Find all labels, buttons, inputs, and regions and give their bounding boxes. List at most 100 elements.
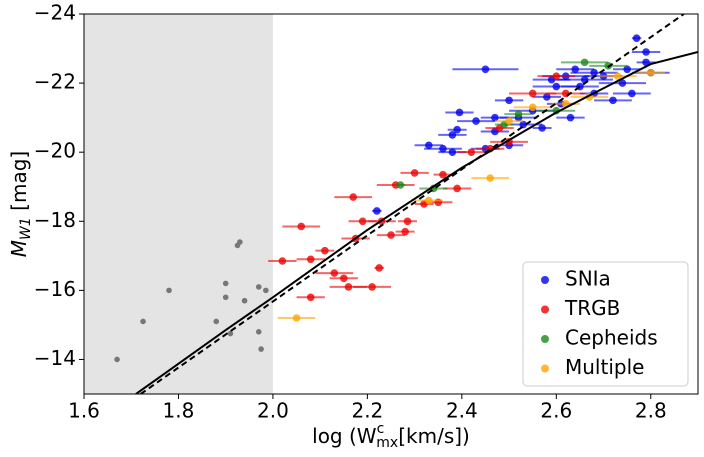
data-point xyxy=(590,68,598,77)
excluded-point xyxy=(222,294,229,301)
data-point xyxy=(344,283,353,291)
legend-marker xyxy=(541,305,549,314)
data-point xyxy=(628,89,636,98)
data-point xyxy=(455,108,464,117)
data-point xyxy=(538,124,546,132)
data-point xyxy=(632,34,641,42)
y-tick-label: −20 xyxy=(34,139,76,163)
y-axis-label-part: [mag] xyxy=(7,151,31,217)
data-point xyxy=(453,184,461,193)
data-point xyxy=(297,222,306,231)
fit-line xyxy=(135,51,698,394)
data-point xyxy=(528,89,537,98)
x-tick-label: 2.4 xyxy=(446,399,478,423)
excluded-point xyxy=(227,330,234,337)
data-point xyxy=(387,231,395,239)
data-point xyxy=(618,79,627,87)
data-point xyxy=(481,65,490,74)
data-point xyxy=(278,257,287,265)
y-tick-label: −14 xyxy=(34,346,76,370)
y-tick-label: −24 xyxy=(34,1,76,25)
x-tick-label: 2.8 xyxy=(635,399,667,423)
data-point xyxy=(453,125,461,134)
data-point xyxy=(491,113,499,122)
x-axis-label-part: log (W xyxy=(312,424,377,448)
data-point xyxy=(519,120,528,129)
excluded-point xyxy=(114,356,120,363)
x-axis-label-part: c xyxy=(377,421,385,437)
data-point xyxy=(403,217,412,226)
data-point xyxy=(424,141,433,150)
excluded-region xyxy=(84,14,273,394)
data-point xyxy=(552,82,561,91)
data-point xyxy=(528,103,537,112)
data-point xyxy=(467,148,476,156)
data-point xyxy=(306,255,315,264)
legend-marker xyxy=(541,276,549,284)
excluded-point xyxy=(263,287,269,294)
plot-area xyxy=(114,14,698,394)
data-point xyxy=(613,72,622,80)
data-point xyxy=(410,169,419,177)
data-point xyxy=(505,96,513,105)
data-point xyxy=(571,65,579,74)
excluded-point xyxy=(213,318,220,325)
legend-marker xyxy=(541,335,549,343)
x-axis-label-part: mx xyxy=(376,435,398,451)
data-point xyxy=(623,65,631,74)
x-tick-label: 2.0 xyxy=(257,399,289,423)
data-point xyxy=(486,174,494,182)
data-point xyxy=(349,193,358,201)
x-tick-label: 2.2 xyxy=(351,399,383,423)
y-axis-label-part: W1 xyxy=(18,217,34,240)
data-point xyxy=(292,314,301,322)
y-axis-label-part: M xyxy=(7,240,31,257)
legend-label: Multiple xyxy=(565,355,644,379)
y-tick-label: −18 xyxy=(34,208,76,232)
data-point xyxy=(505,117,513,125)
data-point xyxy=(448,148,457,156)
data-point xyxy=(358,217,367,226)
data-point xyxy=(306,293,315,302)
data-point xyxy=(448,131,457,139)
data-point xyxy=(609,96,617,105)
excluded-point xyxy=(241,297,248,304)
excluded-point xyxy=(166,287,172,294)
excluded-point xyxy=(140,318,146,325)
data-point xyxy=(330,269,339,277)
data-point xyxy=(642,48,650,56)
data-point xyxy=(642,58,650,67)
data-point xyxy=(321,246,329,255)
data-point xyxy=(580,58,589,67)
data-point xyxy=(561,89,570,98)
y-tick-label: −16 xyxy=(34,277,76,301)
plot-frame xyxy=(83,13,699,395)
data-point xyxy=(472,117,480,125)
x-axis-label-part: [km/s]) xyxy=(398,424,470,448)
legend-box xyxy=(522,261,689,387)
excluded-point xyxy=(255,284,262,290)
legend-label: Cepheids xyxy=(565,326,658,350)
x-axis-label: log (Wc mx[km/s]) xyxy=(312,421,470,451)
y-tick-label: −22 xyxy=(34,70,76,94)
x-tick-label: 1.8 xyxy=(163,399,195,423)
data-point xyxy=(368,283,376,291)
data-point xyxy=(566,113,575,122)
data-point xyxy=(339,274,348,283)
fit-line xyxy=(140,14,685,394)
x-tick-label: 1.6 xyxy=(68,399,100,423)
excluded-point xyxy=(237,239,243,245)
data-point xyxy=(646,68,655,77)
data-point xyxy=(375,264,383,272)
y-axis-label: MW1 [mag] xyxy=(7,151,35,257)
data-point xyxy=(373,207,381,215)
legend-marker xyxy=(541,364,549,373)
data-point xyxy=(401,227,409,236)
legend-label: TRGB xyxy=(564,296,620,320)
x-tick-label: 2.6 xyxy=(540,399,572,423)
legend-label: SNIa xyxy=(565,267,611,291)
data-point xyxy=(552,72,561,80)
data-point xyxy=(439,144,447,153)
data-point xyxy=(514,110,523,118)
excluded-point xyxy=(255,329,262,335)
